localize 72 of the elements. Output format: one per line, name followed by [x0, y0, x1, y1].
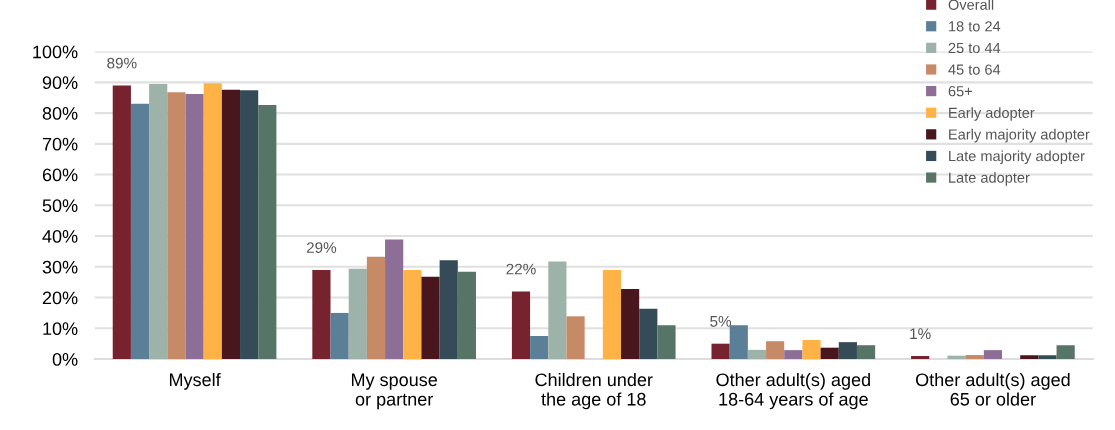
legend-label: Late adopter	[949, 172, 1030, 186]
bar	[457, 271, 476, 360]
y-tick-label: 30%	[42, 260, 78, 274]
bar	[566, 316, 585, 360]
y-tick-label: 40%	[42, 230, 78, 243]
bar	[258, 105, 277, 360]
data-label: 29%	[306, 242, 337, 253]
bar	[711, 343, 730, 360]
bar	[385, 239, 404, 360]
bar	[221, 89, 241, 360]
bar	[167, 92, 186, 360]
bar	[1038, 355, 1057, 360]
bar	[838, 342, 857, 360]
x-tick-label: Other adult(s) aged 18-64 years of age	[716, 372, 870, 410]
bar	[965, 355, 984, 360]
bar	[130, 103, 150, 360]
bar	[639, 308, 658, 360]
bar	[747, 349, 767, 360]
legend-label: Early adopter	[949, 107, 1035, 121]
y-tick-label: 50%	[42, 199, 78, 213]
y-tick-label: 90%	[42, 76, 78, 90]
bar	[548, 261, 567, 360]
bar	[421, 276, 440, 360]
y-tick-label: 0%	[52, 352, 78, 366]
y-tick-label: 80%	[42, 107, 78, 120]
y-tick-label: 100%	[33, 45, 78, 59]
legend-label: Overall	[948, 0, 994, 10]
bar	[657, 325, 676, 360]
bar	[983, 350, 1002, 360]
bar	[403, 269, 422, 360]
bar	[112, 85, 131, 360]
legend-label: 25 to 44	[948, 42, 1001, 54]
y-tick-label: 10%	[43, 322, 78, 336]
legend-label: Late majority adopter	[949, 150, 1085, 165]
legend-label: 65+	[948, 86, 972, 97]
bar	[312, 269, 331, 360]
data-label: 1%	[910, 328, 931, 340]
bar	[729, 325, 748, 360]
bar	[330, 312, 349, 360]
bar	[1056, 345, 1075, 360]
bar	[856, 345, 876, 360]
bar	[784, 350, 803, 360]
bar	[511, 291, 531, 360]
x-tick-label: Myself	[169, 372, 221, 390]
bar	[621, 288, 640, 360]
bar	[348, 268, 367, 360]
y-tick-label: 20%	[42, 291, 78, 305]
bar	[203, 83, 222, 360]
bar	[766, 341, 785, 360]
bar	[947, 355, 966, 360]
bar	[530, 335, 549, 360]
bar	[149, 83, 168, 360]
bar	[911, 355, 930, 360]
bar	[820, 347, 839, 360]
bar	[1020, 355, 1039, 360]
legend-label: 45 to 64	[948, 64, 1001, 75]
x-tick-label: My spouse or partner	[351, 373, 438, 410]
legend-label: 18 to 24	[949, 21, 1001, 32]
bar	[366, 256, 386, 360]
bar	[185, 94, 204, 360]
bar	[802, 339, 821, 360]
legend-label: Early majority adopter	[949, 128, 1090, 143]
x-tick-label: Children under the age of 18	[535, 372, 653, 410]
y-tick-label: 60%	[42, 168, 78, 182]
data-label: 89%	[107, 57, 137, 69]
x-tick-label: Other adult(s) aged 65 or older	[915, 372, 1070, 406]
data-label: 5%	[710, 316, 732, 327]
data-label: 22%	[506, 263, 536, 275]
bar	[240, 90, 259, 360]
bar	[439, 260, 458, 360]
bar	[602, 269, 622, 360]
y-tick-label: 70%	[42, 137, 78, 151]
